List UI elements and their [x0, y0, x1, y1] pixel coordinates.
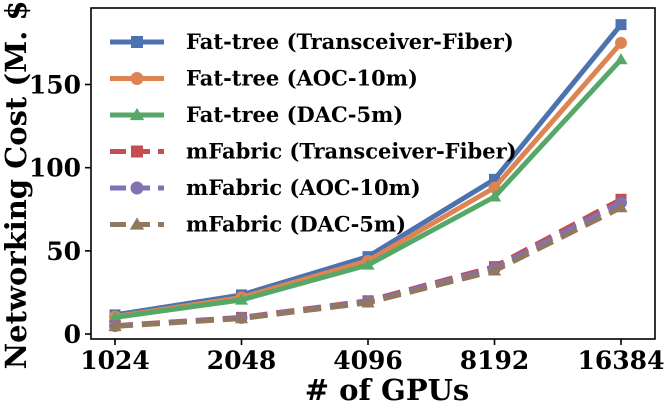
data-point [615, 19, 627, 31]
axes: 0 50 100 150 1024 2048 4096 8192 16384 [29, 7, 664, 375]
y-tick-label: 100 [29, 154, 81, 183]
data-point [234, 293, 249, 305]
x-tick-label: 2048 [207, 346, 277, 375]
data-point [487, 190, 502, 202]
legend: Fat-tree (Transceiver-Fiber) Fat-tree (AO… [110, 29, 517, 237]
legend-label: Fat-tree (AOC-10m) [186, 66, 418, 91]
legend-marker [131, 145, 143, 158]
x-axis-title: # of GPUs [305, 373, 470, 407]
legend-marker [130, 181, 144, 195]
series-6 [108, 201, 628, 332]
legend-item-4: mFabric (Transceiver-Fiber) [110, 139, 517, 164]
data-point [614, 201, 628, 213]
series-1 [109, 19, 627, 321]
y-tick-label: 0 [64, 320, 81, 349]
data-point [108, 310, 122, 323]
legend-marker [129, 107, 145, 121]
plot-layer [108, 19, 628, 333]
data-point [615, 36, 627, 49]
legend-item-3: Fat-tree (DAC-5m) [110, 102, 403, 127]
legend-label: Fat-tree (Transceiver-Fiber) [186, 29, 514, 54]
data-point [361, 258, 375, 270]
legend-item-2: Fat-tree (AOC-10m) [110, 66, 418, 91]
legend-item-5: mFabric (AOC-10m) [110, 175, 421, 200]
y-axis-title: Networking Cost (M. $) [0, 0, 33, 369]
legend-item-1: Fat-tree (Transceiver-Fiber) [110, 29, 514, 54]
legend-marker [131, 36, 143, 48]
legend-label: mFabric (DAC-5m) [186, 212, 406, 237]
data-point [234, 312, 249, 324]
legend-label: mFabric (Transceiver-Fiber) [186, 139, 517, 164]
x-tick-label: 1024 [80, 346, 150, 375]
y-tick-label: 50 [46, 237, 81, 266]
data-point [489, 173, 500, 185]
legend-marker [129, 217, 145, 230]
data-point [361, 296, 375, 308]
data-point [108, 319, 122, 332]
legend-item-6: mFabric (DAC-5m) [110, 212, 406, 237]
legend-marker [130, 72, 144, 85]
legend-label: Fat-tree (DAC-5m) [186, 102, 403, 127]
data-point [487, 264, 502, 276]
x-tick-label: 8192 [460, 346, 530, 375]
plot-frame [90, 7, 656, 340]
x-tick-label: 4096 [333, 346, 403, 375]
data-point [614, 53, 628, 65]
legend-label: mFabric (AOC-10m) [186, 175, 421, 200]
series-3 [108, 53, 628, 323]
y-tick-label: 150 [29, 71, 81, 100]
x-tick-label: 16384 [578, 346, 664, 375]
